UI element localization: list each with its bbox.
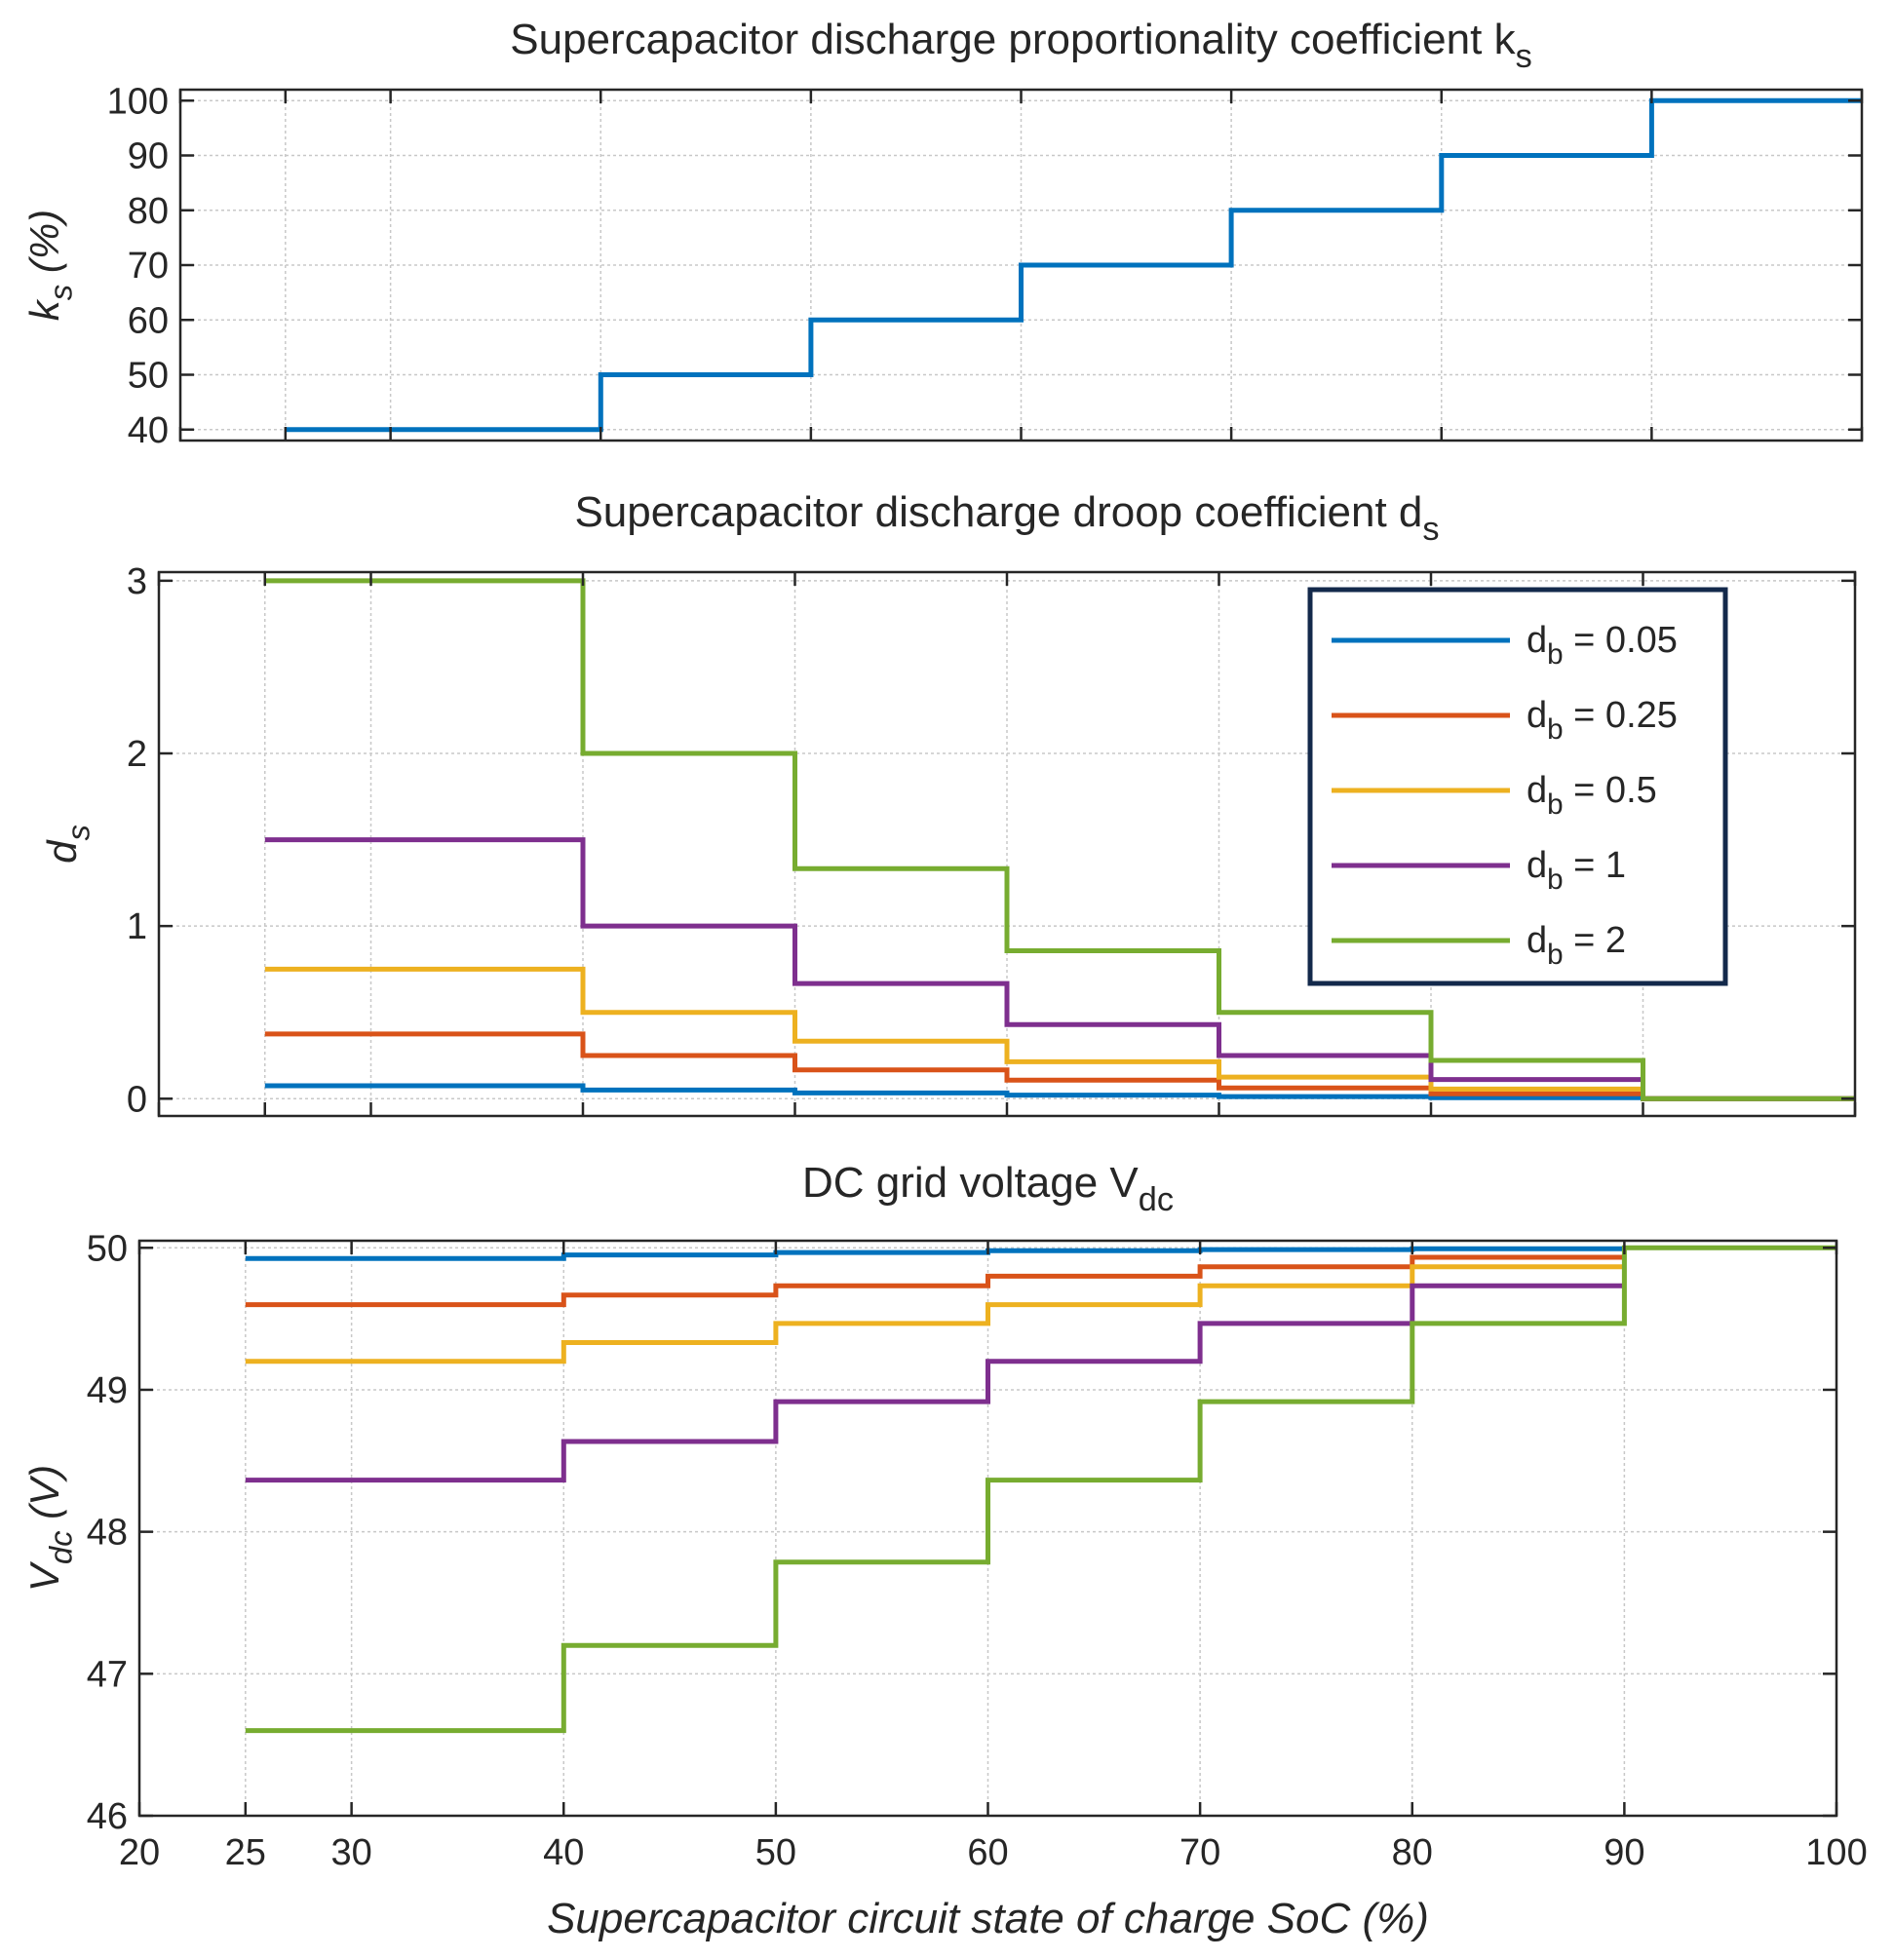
x-axis-label: Supercapacitor circuit state of charge S… <box>547 1895 1429 1942</box>
chart-title: Supercapacitor discharge droop coefficie… <box>574 488 1439 548</box>
x-tick-label: 80 <box>1392 1832 1433 1873</box>
x-tick-label: 70 <box>1179 1832 1220 1873</box>
chart-title: DC grid voltage Vdc <box>802 1159 1174 1218</box>
x-tick-label: 20 <box>119 1832 160 1873</box>
y-tick-label: 48 <box>87 1513 128 1554</box>
y-tick-label: 1 <box>127 906 147 947</box>
y-tick-label: 70 <box>128 246 169 287</box>
x-tick-label: 100 <box>1805 1832 1867 1873</box>
series-line-1 <box>264 1083 1855 1101</box>
y-tick-label: 46 <box>87 1796 128 1837</box>
y-tick-label: 3 <box>127 561 147 602</box>
y-tick-label: 100 <box>107 81 169 122</box>
y-tick-label: 60 <box>128 300 169 341</box>
x-tick-label: 25 <box>225 1832 266 1873</box>
legend-label-4: db = 1 <box>1527 845 1626 896</box>
x-tick-label: 90 <box>1604 1832 1644 1873</box>
series-line-5 <box>264 578 1855 1101</box>
x-tick-label: 40 <box>543 1832 584 1873</box>
series-line-2 <box>264 1031 1855 1101</box>
legend-label-1: db = 0.05 <box>1527 620 1678 671</box>
y-axis-label: Vdc (V) <box>21 1465 78 1592</box>
legend-label-3: db = 0.5 <box>1527 770 1657 821</box>
series-line-3 <box>264 966 1855 1101</box>
chart-title: Supercapacitor discharge proportionality… <box>510 16 1531 75</box>
legend-box <box>1307 587 1728 986</box>
y-tick-label: 80 <box>128 191 169 232</box>
y-tick-label: 2 <box>127 734 147 775</box>
y-axis-label: ks (%) <box>21 210 78 321</box>
x-tick-label: 60 <box>967 1832 1008 1873</box>
y-tick-label: 50 <box>128 356 169 397</box>
x-tick-label: 30 <box>330 1832 371 1873</box>
series-line-4 <box>245 1283 1625 1483</box>
series-line-3 <box>245 1264 1625 1364</box>
legend-label-2: db = 0.25 <box>1527 695 1678 746</box>
series-line-1 <box>285 97 1862 433</box>
x-tick-label: 50 <box>755 1832 796 1873</box>
y-tick-label: 49 <box>87 1370 128 1411</box>
y-tick-label: 50 <box>87 1228 128 1269</box>
y-tick-label: 40 <box>128 410 169 451</box>
y-axis-label: ds <box>39 825 96 864</box>
y-tick-label: 0 <box>127 1079 147 1120</box>
series-line-5 <box>245 1245 1836 1734</box>
legend: db = 0.05 db = 0.25 db = 0.5 db = 1 db = 2 <box>1307 587 1728 986</box>
y-tick-label: 90 <box>128 136 169 177</box>
chart-1: 40 50 60 70 80 90 100 Supercapacitor discharge … <box>21 16 1864 451</box>
y-tick-label: 47 <box>87 1654 128 1695</box>
legend-label-5: db = 2 <box>1527 920 1626 971</box>
chart-3: 20 25 30 40 50 60 70 80 90 100 46 47 48 49 50 DC grid v… <box>21 1159 1868 1942</box>
series-line-4 <box>264 837 1855 1101</box>
chart-2: 0 1 2 3 Supercapacitor discharge droop coeff… <box>39 488 1857 1120</box>
